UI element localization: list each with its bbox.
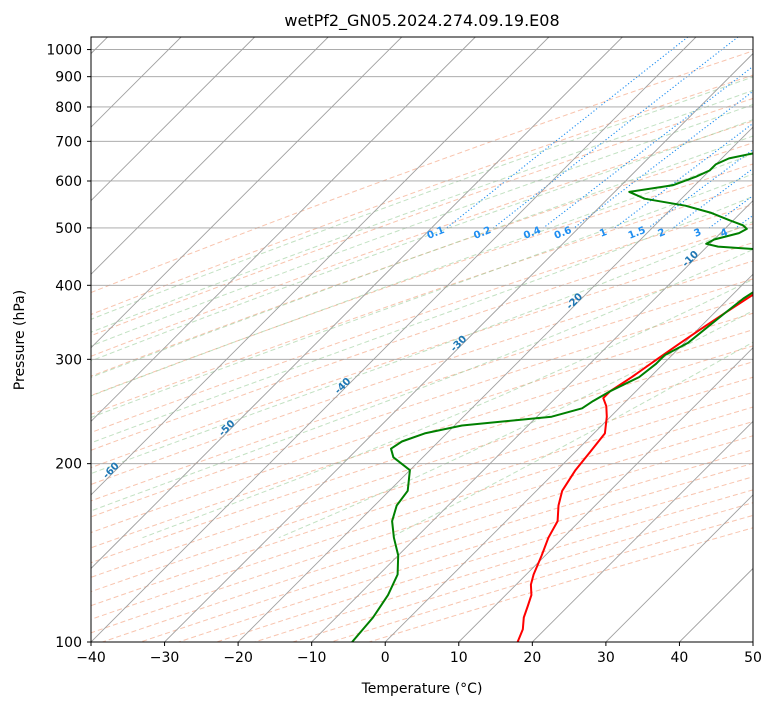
x-tick-label: 30 [597,650,615,666]
mixing-ratio-label: 2 [656,227,667,240]
isotherm [752,641,753,642]
dry-adiabat [91,203,753,434]
dry-adiabat [91,223,753,451]
dry-adiabat [91,329,753,549]
dry-adiabat [102,435,753,642]
dry-adiabat [91,260,753,485]
isotherm [458,347,753,642]
isotherm [91,37,329,275]
isotherm [91,37,623,570]
x-tick-label: −30 [150,650,180,666]
dry-adiabat [91,74,753,316]
dry-adiabat [91,376,753,593]
mixing-ratio-label: 3 [692,227,703,240]
y-tick-label: 500 [55,221,82,237]
y-axis: 100 200 300 400 500 600 700 800 900 1000 [46,43,91,651]
y-tick-label: 400 [55,278,82,294]
y-tick-label: 1000 [46,43,82,59]
isotherm [91,37,255,202]
isotherm [91,37,697,642]
dry-adiabat [91,142,753,377]
series-line-1 [351,152,753,642]
grid [91,37,753,642]
isotherm-label: -70 [0,503,6,524]
y-tick-label: 200 [55,457,82,473]
mixing-ratio-line [573,90,753,229]
mixing-ratio-label: 4 [719,227,730,240]
moist-adiabat [91,248,753,512]
y-tick-label: 100 [55,635,82,651]
mixing-ratio-line [735,214,753,229]
x-tick-label: 10 [450,650,468,666]
mixing-ratio-label: 1 [598,227,609,240]
isotherm [91,37,476,422]
mixing-ratio-line [672,167,753,229]
dry-adiabat [91,120,753,357]
isotherm-label: -20 [565,291,586,312]
moist-adiabat [91,173,753,419]
x-tick-label: −20 [223,650,253,666]
isotherm [311,200,753,642]
mixing-ratio-line [614,122,753,229]
x-tick-label: 0 [381,650,390,666]
dry-adiabat [91,50,753,294]
dry-adiabat [91,163,753,397]
dry-adiabat [91,242,753,469]
moist-adiabat [91,196,753,444]
moist-adiabat [91,89,753,333]
x-axis-label: Temperature (°C) [361,681,483,697]
mixing-ratio-line [543,65,753,229]
x-axis: −40 −30 −20 −10 0 10 20 30 40 50 [76,642,762,666]
dry-adiabat [91,345,753,564]
moist-adiabat [91,135,753,378]
mixing-ratio-line [493,37,739,229]
moist-adiabat [142,278,753,539]
y-tick-label: 300 [55,352,82,368]
y-axis-label: Pressure (hPa) [12,290,28,390]
moist-adiabat [389,341,753,539]
chart-title: wetPf2_GN05.2024.274.09.19.E08 [284,11,559,31]
isotherm [91,37,550,496]
isotherm-label: -30 [449,334,470,355]
plot-frame [90,36,754,643]
dry-adiabat [91,278,753,502]
series-line-0 [516,293,753,642]
x-tick-label: 40 [671,650,689,666]
isotherm [679,567,753,642]
moist-adiabat [91,76,753,320]
x-tick-label: −40 [76,650,106,666]
background-lines [91,37,753,642]
isotherm-label: -40 [333,376,354,397]
dry-adiabat [91,97,753,337]
y-tick-label: 800 [55,100,82,116]
isotherm [91,37,403,349]
dry-adiabat [91,391,753,607]
x-tick-label: 50 [744,650,762,666]
dry-adiabat [91,361,753,578]
isotherm [605,494,753,642]
dry-adiabat [91,183,753,415]
dry-adiabat [292,502,753,642]
dry-adiabat [91,295,753,518]
isotherm-label: -50 [217,418,238,439]
x-tick-label: 20 [523,650,541,666]
dry-adiabat [91,312,753,534]
isotherm [164,52,753,642]
x-tick-label: −10 [297,650,327,666]
isotherm [532,420,753,642]
isotherm [237,126,753,642]
y-tick-label: 600 [55,174,82,190]
mixing-ratio-label: 6 [758,227,769,240]
y-tick-label: 900 [55,70,82,86]
isotherm [384,273,753,642]
isotherm-label: -10 [680,249,701,270]
y-tick-label: 700 [55,134,82,150]
series-layer [351,152,753,642]
mixing-ratio-line [446,37,689,229]
